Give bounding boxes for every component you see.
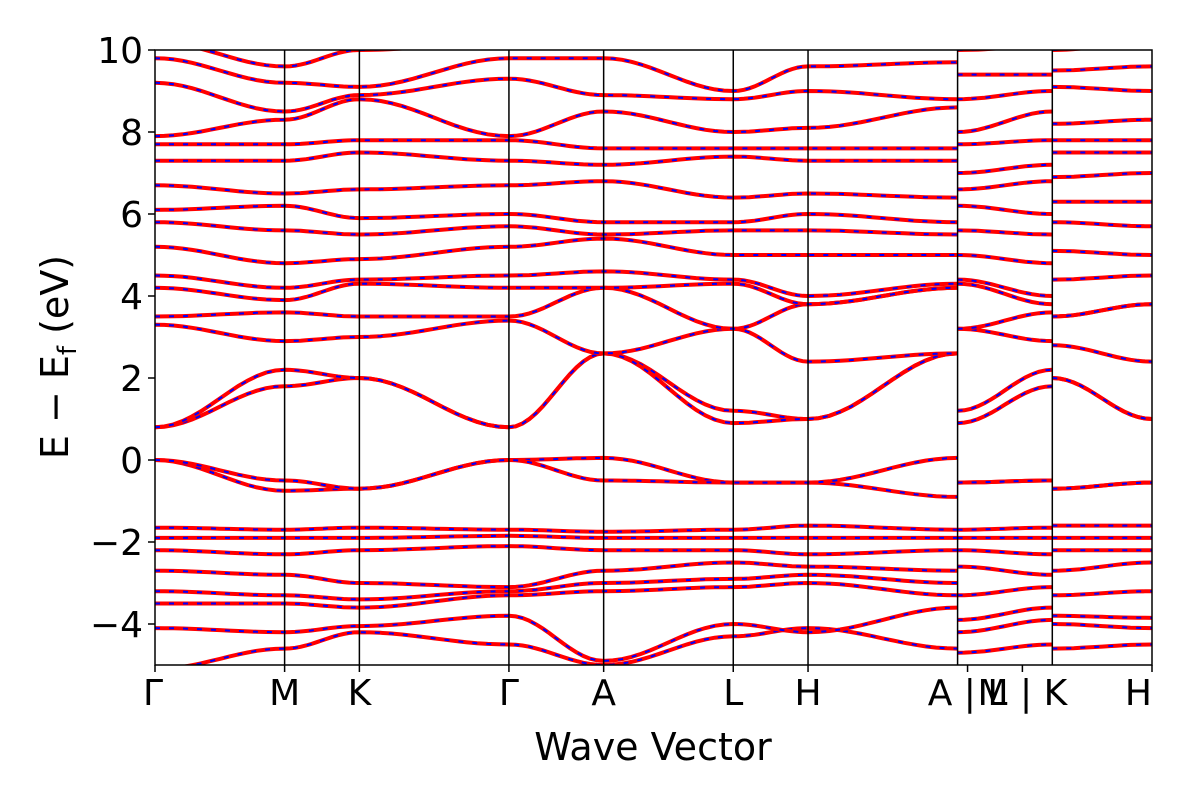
band-22-segment-0-overlay bbox=[155, 98, 958, 138]
plot-background bbox=[155, 50, 1152, 665]
x-axis: Γ M K Γ A L H A | LM | K H bbox=[143, 665, 1153, 714]
band-5-segment-0-overlay bbox=[155, 545, 958, 556]
band-5-segment-1-overlay bbox=[957, 549, 1053, 556]
band-14-segment-0-overlay bbox=[155, 282, 958, 306]
band-14-segment-1-overlay bbox=[957, 282, 1053, 306]
band-19-segment-2-overlay bbox=[1052, 172, 1152, 179]
x-tick-label-2: K bbox=[348, 673, 373, 714]
x-tick-label-3: Γ bbox=[499, 673, 519, 714]
plot-frame bbox=[154, 49, 1153, 666]
x-tick-label-6: H bbox=[794, 673, 821, 714]
band-9-segment-1-overlay bbox=[957, 479, 1053, 484]
x-tick-label-8: M | K bbox=[978, 673, 1069, 714]
band-1-segment-0-overlay bbox=[155, 606, 958, 662]
band-7-segment-1-overlay bbox=[957, 526, 1053, 531]
y-tick-label-0: 10 bbox=[97, 31, 143, 72]
y-axis-title-unit: (eV) bbox=[33, 255, 77, 346]
band-25-segment-0-overlay bbox=[201, 50, 394, 68]
band-16-segment-1-overlay bbox=[957, 254, 1053, 265]
x-tick-label-1: M bbox=[269, 673, 300, 714]
band-21-segment-1-overlay bbox=[957, 139, 1053, 146]
band-3-segment-1-overlay bbox=[957, 586, 1053, 597]
x-tick-label-9: H bbox=[1125, 673, 1152, 714]
band-3-segment-0-overlay bbox=[155, 573, 958, 601]
y-tick-label-3: 4 bbox=[120, 277, 143, 318]
band-1-segment-1-overlay bbox=[957, 618, 1053, 634]
band-18-segment-0-overlay bbox=[155, 204, 958, 224]
band-13-segment-1-overlay bbox=[957, 311, 1053, 330]
band-17-segment-0-overlay bbox=[155, 221, 958, 236]
x-tick-label-0: Γ bbox=[143, 673, 163, 714]
kpoint-separators bbox=[283, 50, 1054, 665]
band-24-segment-0-overlay bbox=[155, 57, 958, 93]
band-6-segment-0-overlay bbox=[155, 534, 958, 539]
band-9-segment-0-overlay bbox=[155, 456, 958, 490]
y-axis-title: E − Ef (eV) bbox=[33, 255, 83, 459]
band-19-segment-0-overlay bbox=[155, 180, 958, 199]
y-tick-label-6: −2 bbox=[90, 523, 143, 564]
band-0-segment-1-overlay bbox=[957, 643, 1053, 654]
band-2-segment-2-overlay bbox=[1052, 614, 1152, 619]
band-4-segment-2-overlay bbox=[1052, 561, 1152, 572]
band-17-segment-2-overlay bbox=[1052, 221, 1152, 228]
band-3-segment-2-overlay bbox=[1052, 590, 1152, 597]
band-0-segment-0-overlay bbox=[187, 627, 958, 665]
x-tick-label-7: A | L bbox=[928, 673, 1008, 714]
band-2-segment-0-overlay bbox=[155, 581, 958, 609]
band-15-segment-2-overlay bbox=[1052, 274, 1152, 281]
band-16-segment-0-overlay bbox=[155, 237, 958, 265]
band-11-segment-0-overlay bbox=[155, 352, 958, 429]
band-16-segment-2-overlay bbox=[1052, 249, 1152, 256]
band-13-segment-0-overlay bbox=[155, 286, 958, 330]
band-22-segment-1-overlay bbox=[957, 110, 1053, 133]
y-tick-label-4: 2 bbox=[120, 359, 143, 400]
y-tick-label-5: 0 bbox=[120, 441, 143, 482]
band-7-segment-0-overlay bbox=[155, 524, 958, 533]
band-17-segment-1-overlay bbox=[957, 229, 1053, 236]
band-9-segment-2-overlay bbox=[1052, 481, 1152, 490]
band-25-segment-2-overlay bbox=[1052, 50, 1075, 51]
band-20-segment-1-overlay bbox=[957, 163, 1053, 174]
band-24-segment-2-overlay bbox=[1052, 65, 1152, 72]
band-15-segment-0-overlay bbox=[155, 270, 958, 298]
band-11-segment-1-overlay bbox=[957, 385, 1053, 425]
band-0-segment-2-overlay bbox=[1052, 643, 1152, 650]
band-20-segment-0-overlay bbox=[155, 151, 958, 166]
band-6-segment-0 bbox=[155, 533, 958, 540]
band-11-segment-2-overlay bbox=[1052, 377, 1152, 420]
y-axis: 10 8 6 4 2 0 −2 −4 bbox=[90, 31, 155, 646]
x-tick-label-4: A bbox=[591, 673, 616, 714]
y-axis-title-subscript: f bbox=[53, 345, 83, 355]
bands-layer bbox=[155, 50, 1152, 665]
band-10-segment-1-overlay bbox=[957, 368, 1053, 412]
band-25-segment-2 bbox=[1052, 50, 1086, 52]
band-23-segment-0-overlay bbox=[155, 77, 958, 113]
y-tick-label-1: 8 bbox=[120, 113, 143, 154]
band-8-segment-0-overlay bbox=[155, 456, 958, 498]
band-21-segment-0-overlay bbox=[155, 139, 958, 150]
band-4-segment-0-overlay bbox=[155, 561, 958, 589]
band-23-segment-1-overlay bbox=[957, 90, 1053, 101]
band-14-segment-2-overlay bbox=[1052, 303, 1152, 318]
band-19-segment-1-overlay bbox=[957, 180, 1053, 191]
band-23-segment-2-overlay bbox=[1052, 85, 1152, 92]
band-4-segment-1-overlay bbox=[957, 565, 1053, 576]
band-2-segment-1-overlay bbox=[957, 606, 1053, 621]
y-axis-title-main: E − E bbox=[33, 355, 77, 459]
band-15-segment-1-overlay bbox=[957, 278, 1053, 297]
band-18-segment-1-overlay bbox=[957, 204, 1053, 215]
x-tick-label-5: L bbox=[723, 673, 743, 714]
y-tick-label-7: −4 bbox=[90, 605, 143, 646]
band-22-segment-2-overlay bbox=[1052, 118, 1152, 125]
band-12-segment-0-overlay bbox=[155, 319, 958, 363]
x-axis-title: Wave Vector bbox=[534, 725, 772, 769]
band-12-segment-2-overlay bbox=[1052, 344, 1152, 363]
y-tick-label-2: 6 bbox=[120, 195, 143, 236]
band-1-segment-2-overlay bbox=[1052, 623, 1152, 630]
